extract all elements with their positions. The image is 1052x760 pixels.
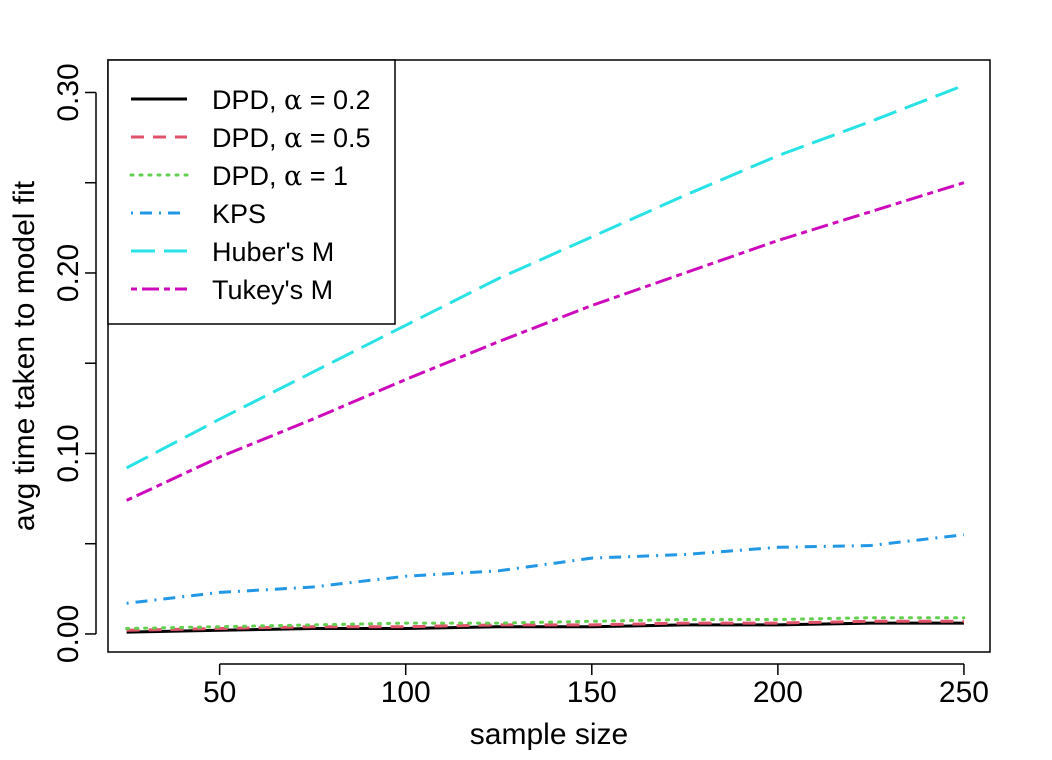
legend-label-suffix: = 0.5 bbox=[302, 123, 370, 153]
legend-label: DPD, α = 0.5 bbox=[212, 123, 371, 154]
plot-frame bbox=[107, 59, 991, 653]
legend-label-symbol: α bbox=[284, 123, 302, 154]
y-tick-label: 0.10 bbox=[52, 424, 85, 482]
legend-label: Huber's M bbox=[212, 237, 334, 267]
legend-label-text: Huber's M bbox=[212, 237, 334, 267]
y-axis: 0.00 0.10 0.20 0.30 bbox=[52, 63, 97, 663]
legend-label-text: KPS bbox=[212, 199, 266, 229]
y-tick-label: 0.20 bbox=[52, 244, 85, 302]
series-layer bbox=[125, 83, 966, 634]
legend-label-text: DPD, bbox=[212, 161, 284, 191]
legend-label: DPD, α = 1 bbox=[212, 161, 348, 192]
legend-label-suffix: = 1 bbox=[302, 161, 348, 191]
legend-label: DPD, α = 0.2 bbox=[212, 85, 371, 116]
legend-label-symbol: α bbox=[284, 85, 302, 116]
x-axis-title: sample size bbox=[470, 718, 628, 751]
series-line bbox=[126, 619, 964, 632]
series-line bbox=[125, 83, 965, 470]
x-tick-label: 100 bbox=[381, 676, 431, 709]
legend-label-suffix: = 0.2 bbox=[302, 85, 370, 115]
legend-label-text: Tukey's M bbox=[212, 275, 333, 305]
x-tick-label: 200 bbox=[753, 676, 803, 709]
y-tick-label: 0.30 bbox=[52, 63, 85, 121]
x-tick-label: 50 bbox=[203, 676, 236, 709]
legend-label-text: DPD, bbox=[212, 123, 284, 153]
legend-label: Tukey's M bbox=[212, 275, 333, 305]
y-axis-title: avg time taken to model fit bbox=[8, 180, 41, 531]
legend-box bbox=[107, 59, 396, 325]
legend-label: KPS bbox=[212, 199, 266, 229]
legend-label-symbol: α bbox=[284, 161, 302, 192]
series-line bbox=[125, 181, 965, 502]
y-tick-label: 0.00 bbox=[52, 605, 85, 663]
x-tick-label: 250 bbox=[939, 676, 989, 709]
x-tick-label: 150 bbox=[567, 676, 617, 709]
series-line bbox=[126, 621, 964, 634]
series-line bbox=[126, 533, 965, 605]
legend-label-text: DPD, bbox=[212, 85, 284, 115]
x-axis: 50 100 150 200 250 bbox=[203, 663, 989, 709]
